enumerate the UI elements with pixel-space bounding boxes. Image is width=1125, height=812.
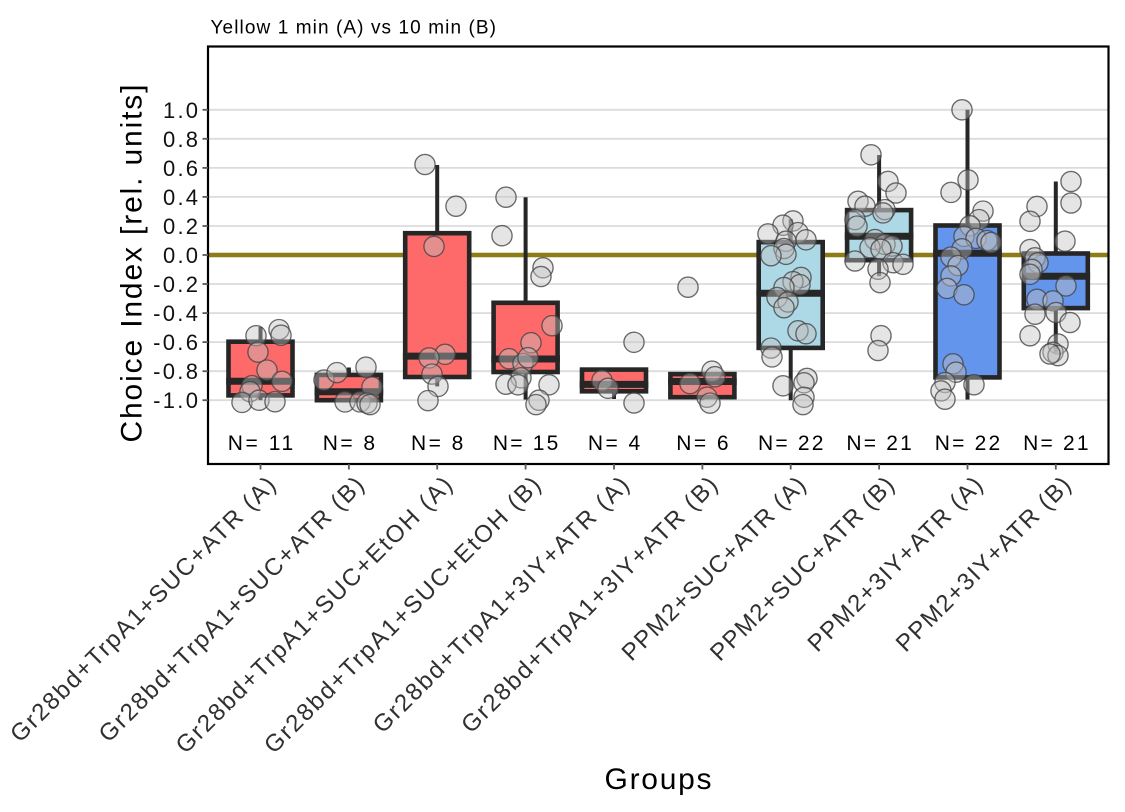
svg-text:0.2: 0.2 <box>163 214 198 239</box>
svg-text:N= 15: N= 15 <box>493 432 558 455</box>
svg-text:0.6: 0.6 <box>163 156 198 181</box>
svg-text:N= 21: N= 21 <box>846 432 911 455</box>
svg-text:N= 11: N= 11 <box>228 432 293 455</box>
svg-text:0.4: 0.4 <box>163 185 198 210</box>
svg-text:N= 21: N= 21 <box>1023 432 1088 455</box>
svg-text:N= 8: N= 8 <box>411 432 463 455</box>
svg-text:N= 22: N= 22 <box>935 432 1000 455</box>
svg-text:0.8: 0.8 <box>163 127 198 152</box>
svg-text:N= 8: N= 8 <box>323 432 375 455</box>
svg-text:1.0: 1.0 <box>163 98 198 123</box>
svg-text:0.0: 0.0 <box>163 243 198 268</box>
svg-text:N= 6: N= 6 <box>676 432 728 455</box>
svg-text:N= 4: N= 4 <box>588 432 641 455</box>
svg-text:Yellow 1 min (A) vs 10 min (B): Yellow 1 min (A) vs 10 min (B) <box>211 18 497 39</box>
svg-text:N= 22: N= 22 <box>758 432 823 455</box>
